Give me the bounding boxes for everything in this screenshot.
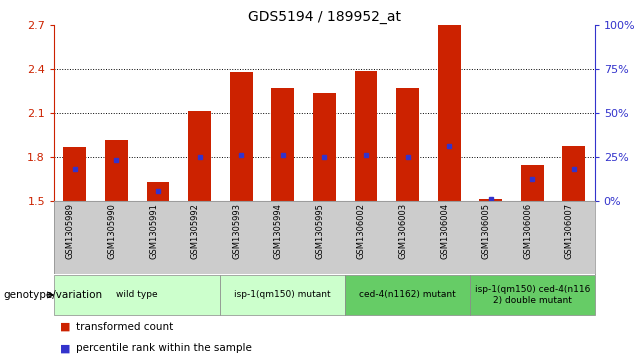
Bar [64,147,86,201]
Text: isp-1(qm150) mutant: isp-1(qm150) mutant [235,290,331,299]
Text: transformed count: transformed count [76,322,174,332]
Text: ■: ■ [60,322,71,332]
Text: GSM1306007: GSM1306007 [565,203,574,259]
Text: GSM1306004: GSM1306004 [440,203,449,259]
Bar [354,71,377,201]
Text: GSM1305995: GSM1305995 [315,203,324,259]
Text: GSM1306003: GSM1306003 [399,203,408,259]
Bar [230,72,252,201]
Bar [188,110,211,201]
Text: GSM1305990: GSM1305990 [107,203,116,259]
Bar [313,93,336,201]
Bar [521,165,544,201]
Text: isp-1(qm150) ced-4(n116
2) double mutant: isp-1(qm150) ced-4(n116 2) double mutant [474,285,590,305]
Bar [54,275,221,315]
Text: GSM1305989: GSM1305989 [66,203,75,259]
Text: GSM1305991: GSM1305991 [149,203,158,259]
Text: GSM1306006: GSM1306006 [523,203,532,259]
Bar [562,146,585,201]
Text: GSM1305992: GSM1305992 [191,203,200,259]
Text: genotype/variation: genotype/variation [3,290,102,300]
Text: percentile rank within the sample: percentile rank within the sample [76,343,252,354]
Text: ced-4(n1162) mutant: ced-4(n1162) mutant [359,290,456,299]
Text: ■: ■ [60,343,71,354]
Text: GSM1306005: GSM1306005 [481,203,491,259]
Title: GDS5194 / 189952_at: GDS5194 / 189952_at [248,11,401,24]
Bar [480,199,502,201]
Bar [470,275,595,315]
Bar [396,89,419,201]
Bar [272,89,294,201]
Bar [345,275,470,315]
Bar [146,182,169,201]
Text: GSM1305993: GSM1305993 [232,203,241,259]
Text: GSM1305994: GSM1305994 [273,203,283,259]
Bar [105,140,128,201]
Text: GSM1306002: GSM1306002 [357,203,366,259]
Bar [438,25,460,201]
Bar [221,275,345,315]
Text: wild type: wild type [116,290,158,299]
